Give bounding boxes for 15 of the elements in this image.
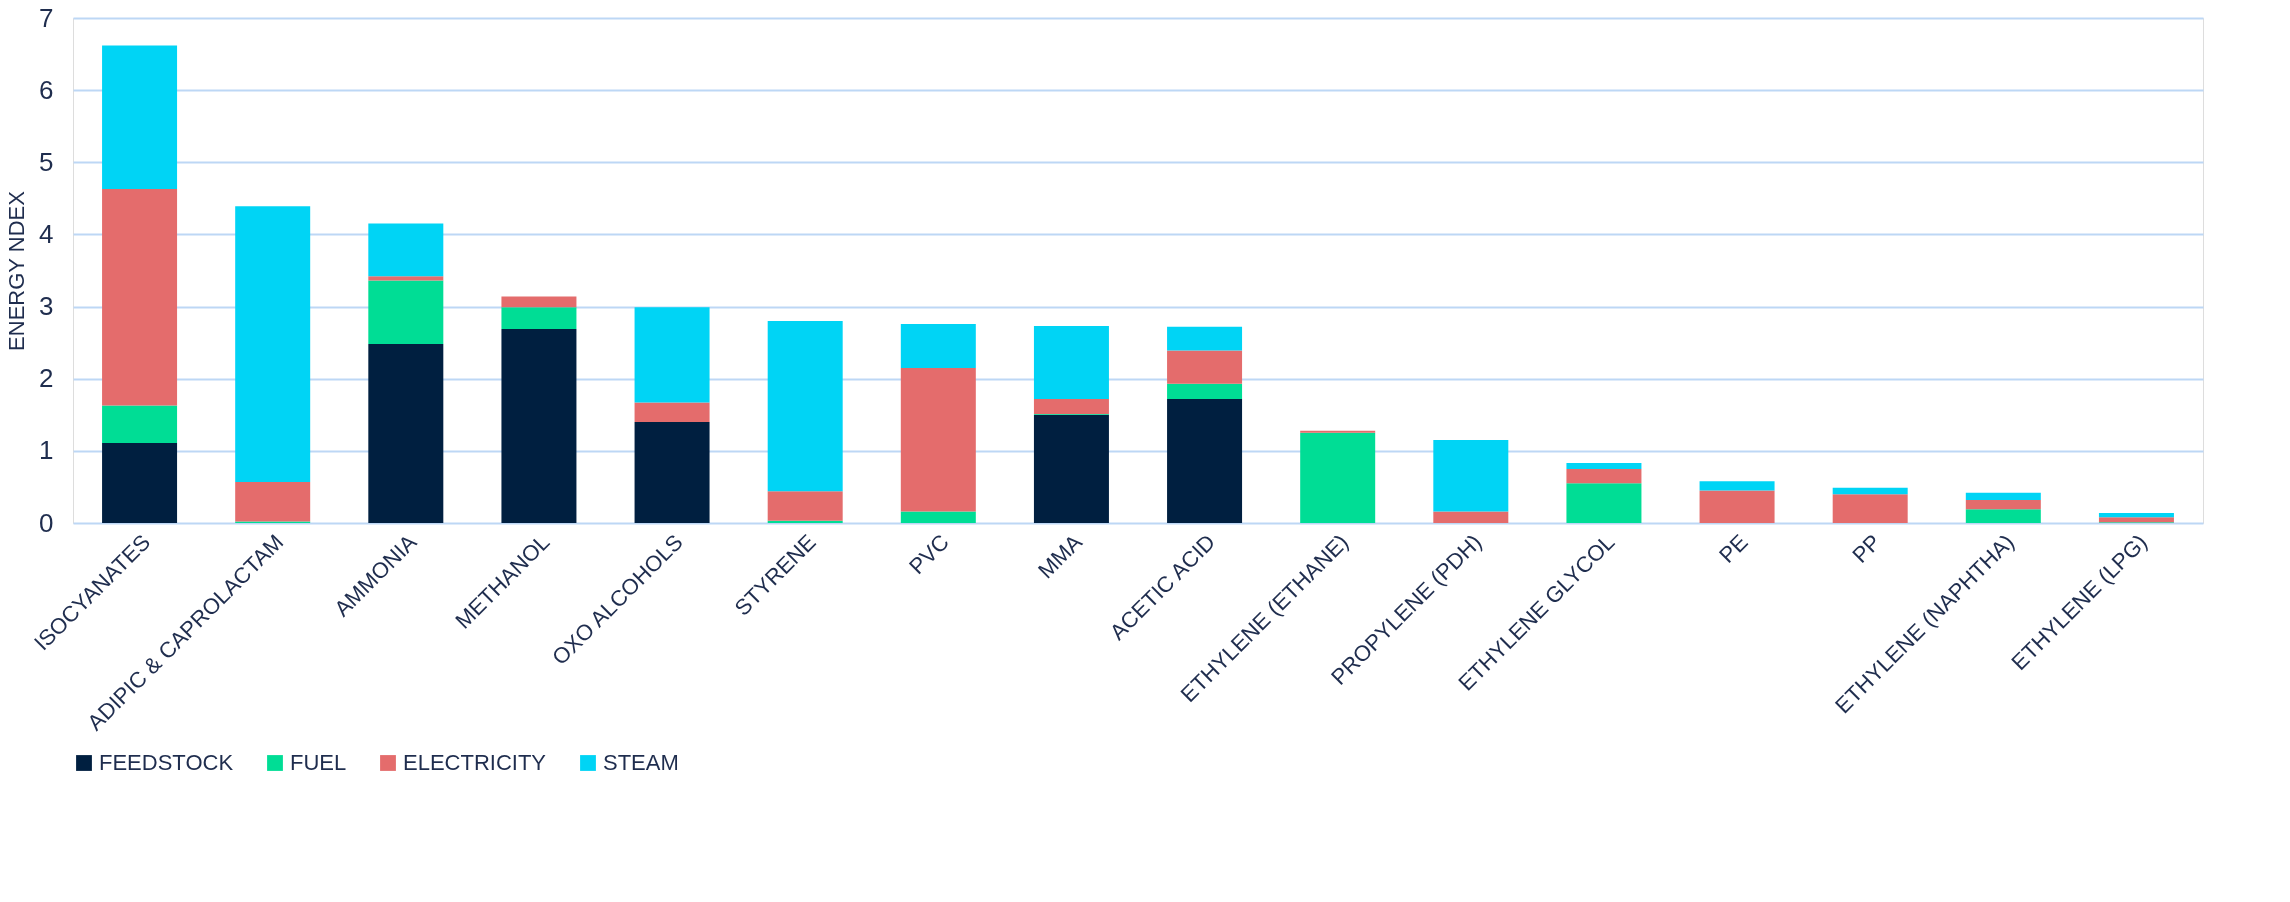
legend-label: STEAM (603, 750, 679, 775)
legend-label: FEEDSTOCK (99, 750, 234, 775)
y-axis-title: ENERGY NDEX (4, 190, 30, 351)
legend-label: FUEL (290, 750, 347, 775)
y-tick-label: 7 (39, 2, 54, 33)
y-tick-label: 4 (39, 218, 54, 249)
y-tick-label: 3 (39, 291, 54, 322)
x-tick-label: PE (1714, 529, 1753, 568)
y-tick-label: 5 (39, 146, 54, 177)
y-tick-label: 1 (39, 435, 54, 466)
legend-label: ELECTRICITY (403, 750, 547, 775)
y-tick-label: 2 (39, 363, 54, 394)
x-tick-label: PP (1847, 529, 1886, 568)
y-tick-label: 6 (39, 74, 54, 105)
y-tick-label: 0 (39, 507, 54, 538)
